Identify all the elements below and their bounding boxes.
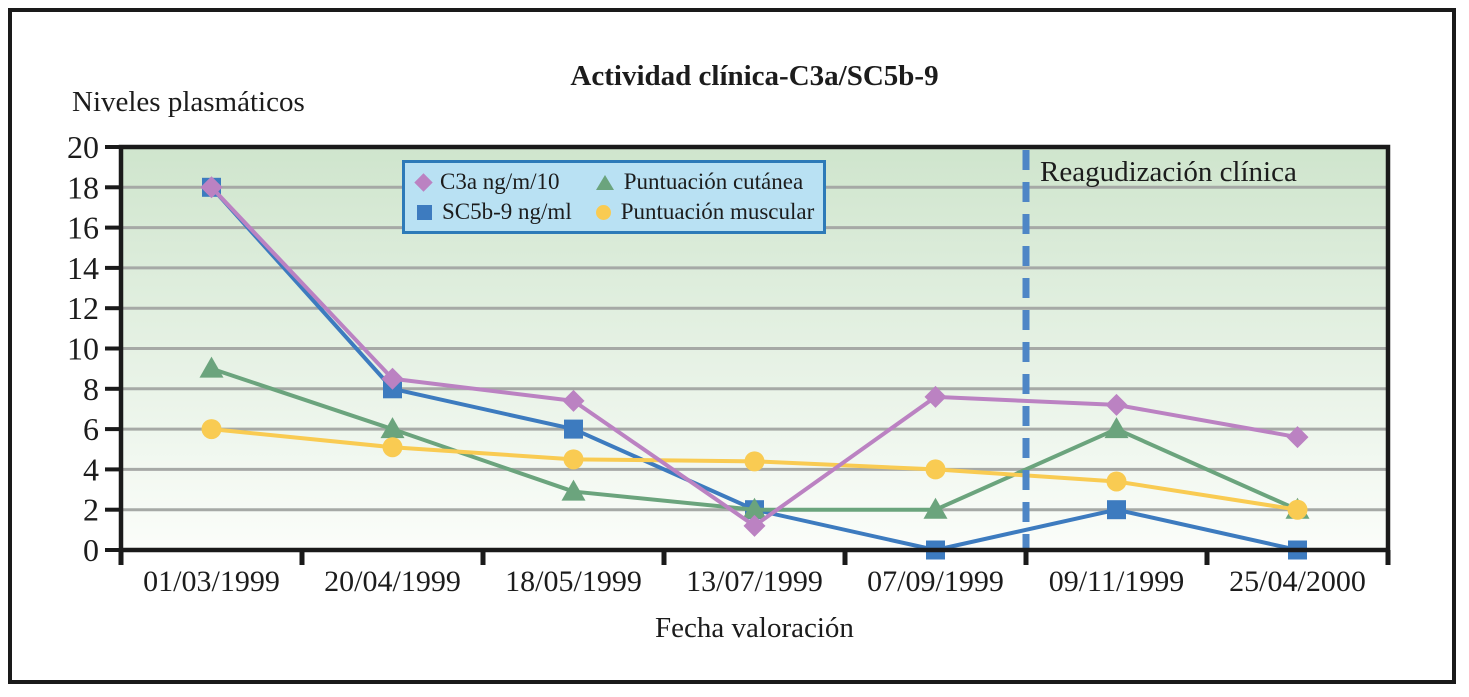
data-point-marker xyxy=(1287,499,1308,520)
data-point-marker xyxy=(742,497,767,519)
data-point-marker xyxy=(744,451,765,472)
relapse-annotation-label: Reagudización clínica xyxy=(1040,156,1297,188)
data-point-marker xyxy=(561,479,586,501)
plot-border xyxy=(118,144,1391,553)
data-point-marker xyxy=(564,419,583,439)
y-axis-tick-label: 10 xyxy=(67,331,99,367)
diamond-marker-icon xyxy=(414,172,433,192)
data-point-marker xyxy=(562,389,585,412)
y-axis-tick-label: 18 xyxy=(67,169,99,205)
legend-item: Puntuación cutánea xyxy=(595,169,815,195)
legend-item-label: C3a ng/m/10 xyxy=(440,169,560,194)
x-axis-tick-label: 09/11/1999 xyxy=(1049,565,1185,598)
y-axis-tick-label: 0 xyxy=(83,532,99,568)
legend-item-label: Puntuación muscular xyxy=(620,199,815,224)
data-point-marker xyxy=(923,497,948,519)
x-axis-tick-label: 25/04/2000 xyxy=(1229,565,1366,598)
x-axis-tick-label: 18/05/1999 xyxy=(505,565,642,598)
legend-item: Puntuación muscular xyxy=(595,199,815,225)
y-axis-title: Niveles plasmáticos xyxy=(72,86,305,118)
circle-marker-icon xyxy=(595,204,611,220)
square-marker-icon xyxy=(417,204,432,220)
data-point-marker xyxy=(743,514,766,537)
data-point-marker xyxy=(925,459,946,480)
data-point-marker xyxy=(924,385,947,408)
data-point-marker xyxy=(380,417,405,439)
data-point-marker xyxy=(563,449,584,470)
y-axis-tick-label: 4 xyxy=(83,451,99,487)
legend-item: C3a ng/m/10 xyxy=(414,169,572,195)
y-axis-tick-label: 8 xyxy=(83,371,99,407)
x-axis-tick-label: 20/04/1999 xyxy=(324,565,461,598)
x-axis-tick-label: 13/07/1999 xyxy=(686,565,823,598)
data-point-marker xyxy=(1286,426,1309,449)
data-point-marker xyxy=(199,356,224,378)
chart-title: Actividad clínica-C3a/SC5b-9 xyxy=(570,60,939,92)
y-axis-tick-label: 6 xyxy=(83,411,99,447)
y-axis-tick-label: 14 xyxy=(67,250,99,286)
legend-item: SC5b-9 ng/ml xyxy=(417,199,572,225)
data-point-marker xyxy=(381,367,404,390)
y-axis-tick-label: 20 xyxy=(67,129,99,165)
x-axis-title: Fecha valoración xyxy=(655,612,854,644)
y-axis-tick-label: 16 xyxy=(67,210,99,246)
data-point-marker xyxy=(1106,471,1127,492)
triangle-marker-icon xyxy=(595,174,614,190)
data-point-marker xyxy=(1107,500,1126,520)
y-axis-tick-label: 2 xyxy=(83,492,99,528)
data-point-marker xyxy=(382,437,403,458)
x-axis-tick-label: 01/03/1999 xyxy=(143,565,280,598)
data-point-marker xyxy=(201,419,222,440)
y-axis-tick-label: 12 xyxy=(67,290,99,326)
data-point-marker xyxy=(1104,417,1129,439)
legend-item-label: Puntuación cutánea xyxy=(623,169,804,194)
data-point-marker xyxy=(200,176,223,199)
figure-border xyxy=(8,8,1456,684)
x-axis-tick-label: 07/09/1999 xyxy=(867,565,1004,598)
data-point-marker xyxy=(1105,393,1128,416)
legend-item-label: SC5b-9 ng/ml xyxy=(442,199,572,224)
legend: C3a ng/m/10 SC5b-9 ng/ml Puntuación cutáne… xyxy=(402,160,826,234)
